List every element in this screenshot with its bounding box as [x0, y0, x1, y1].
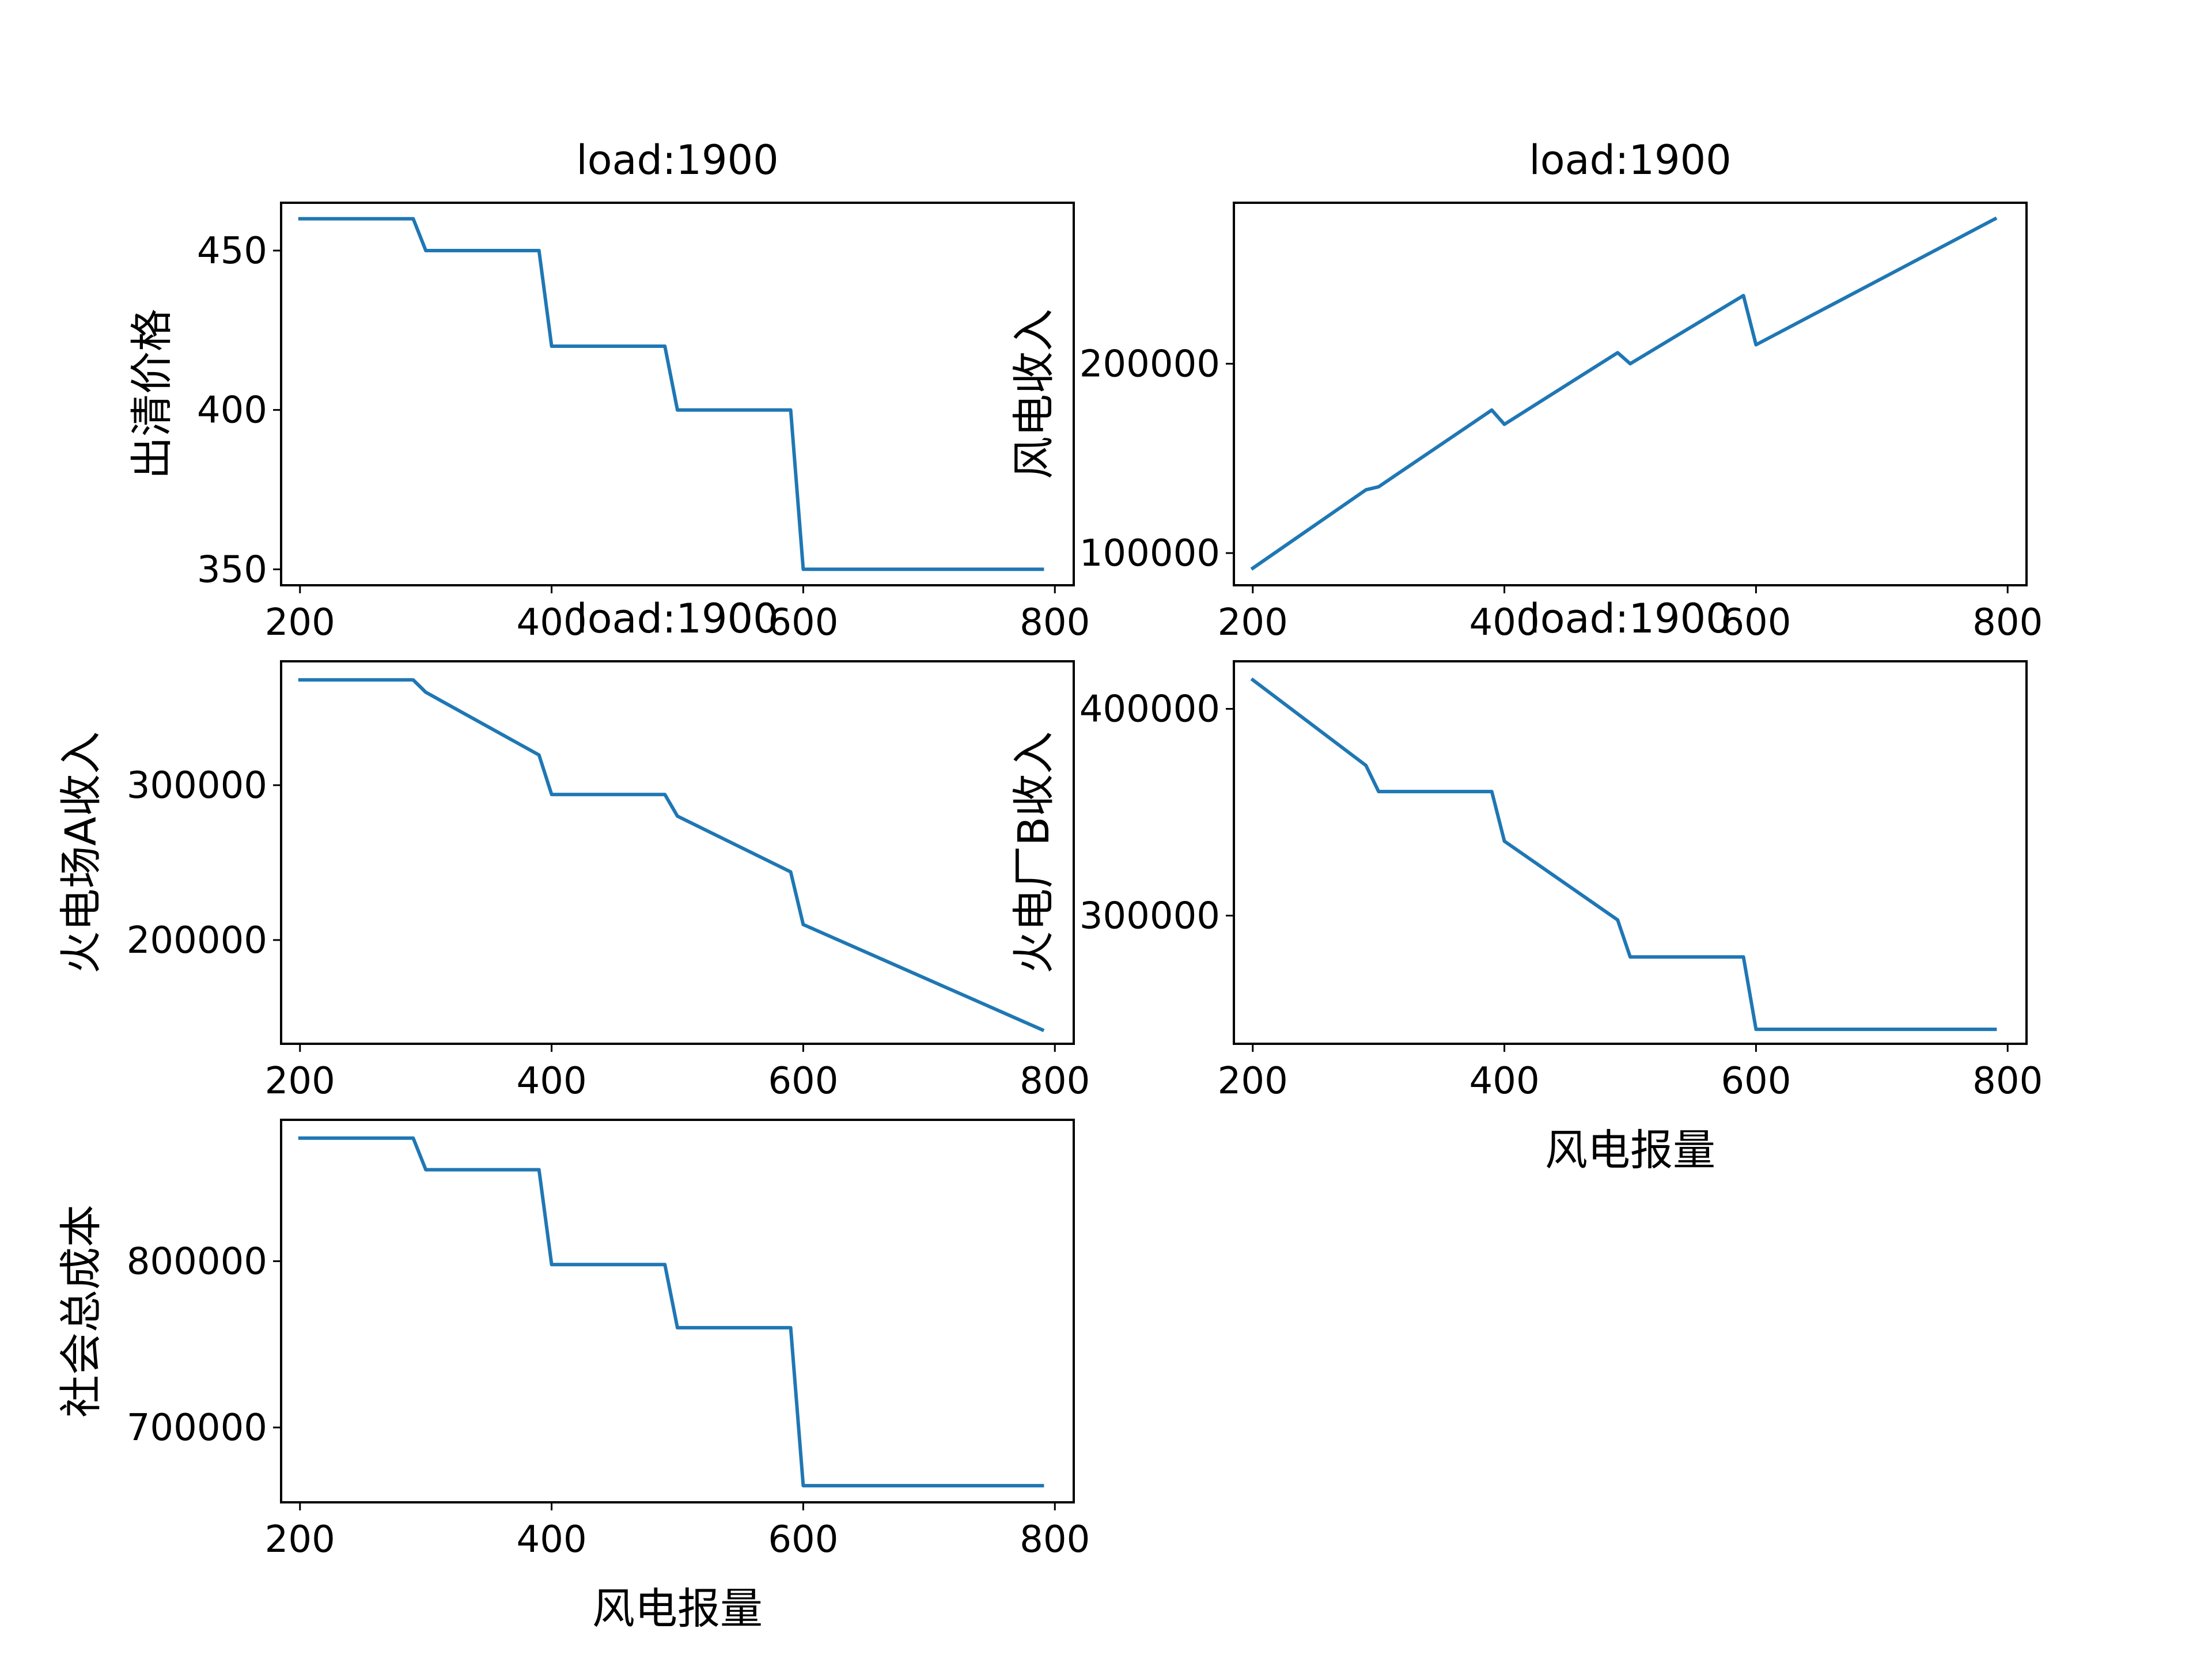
y-tick-label: 400000 — [1080, 688, 1220, 731]
y-tick-label: 200000 — [127, 919, 267, 962]
x-tick-label: 400 — [517, 1060, 587, 1103]
x-tick-label: 200 — [265, 1060, 335, 1103]
axes-frame — [1233, 660, 2028, 1045]
y-tick-label: 700000 — [127, 1407, 267, 1449]
x-tick-label: 400 — [1469, 1060, 1540, 1103]
x-tick-label: 400 — [517, 1518, 587, 1561]
x-tick-label: 200 — [265, 1518, 335, 1561]
y-axis-label: 火电厂B收入 — [1009, 732, 1059, 974]
axes-frame — [280, 202, 1075, 586]
axes-frame — [1233, 202, 2028, 586]
x-tick-label: 200 — [1218, 1060, 1288, 1103]
y-axis-label: 火电场A收入 — [56, 732, 106, 974]
y-axis-label: 出清价格 — [127, 309, 177, 479]
x-tick-label: 400 — [1469, 601, 1540, 644]
x-tick-label: 800 — [1972, 601, 2043, 644]
subplot-4: 200 400 600 800 300000 400000 load:1900 火电厂B收入风… — [1009, 595, 2043, 1175]
axes-frame — [280, 660, 1075, 1045]
x-axis-label: 风电报量 — [592, 1584, 763, 1634]
subplot-1: 200 400 600 800 350 400 450 load:1900 出清价格 — [127, 137, 1090, 644]
x-tick-label: 600 — [768, 1060, 838, 1103]
data-line — [298, 678, 1045, 1032]
x-tick-label: 800 — [1972, 1060, 2043, 1103]
y-axis-label: 风电收入 — [1009, 309, 1059, 479]
y-tick-label: 300000 — [127, 764, 267, 807]
x-tick-label: 600 — [1721, 601, 1791, 644]
axes-frame — [280, 1119, 1075, 1503]
x-tick-label: 400 — [517, 601, 587, 644]
y-tick-label: 400 — [197, 389, 267, 432]
x-axis-label: 风电报量 — [1545, 1126, 1715, 1175]
data-line — [298, 1136, 1044, 1488]
x-tick-label: 600 — [768, 1518, 838, 1561]
x-tick-label: 200 — [265, 601, 335, 644]
data-line — [1250, 216, 1998, 571]
x-tick-label: 800 — [1020, 1518, 1090, 1561]
subplot-title: load:1900 — [576, 595, 778, 642]
subplot-3: 200 400 600 800 200000 300000 load:1900 火电场A收入 — [56, 595, 1090, 1103]
y-axis-label: 社会总成本 — [56, 1205, 106, 1418]
y-tick-label: 350 — [197, 548, 267, 591]
subplot-title: load:1900 — [576, 137, 778, 184]
x-tick-label: 600 — [1721, 1060, 1791, 1103]
y-tick-label: 450 — [197, 230, 267, 272]
y-tick-label: 800000 — [127, 1240, 267, 1283]
subplot-title: load:1900 — [1529, 595, 1731, 642]
subplot-2: 200 400 600 800 100000 200000 load:1900 风电收入 — [1009, 137, 2043, 644]
subplot-title: load:1900 — [1529, 137, 1731, 184]
data-line — [1250, 677, 1997, 1031]
x-tick-label: 200 — [1218, 601, 1288, 644]
x-tick-label: 800 — [1020, 1060, 1090, 1103]
y-tick-label: 200000 — [1080, 343, 1220, 385]
x-tick-label: 600 — [768, 601, 838, 644]
data-line — [298, 217, 1044, 571]
y-tick-label: 100000 — [1080, 532, 1220, 575]
y-tick-label: 300000 — [1080, 895, 1220, 937]
x-tick-label: 800 — [1020, 601, 1090, 644]
